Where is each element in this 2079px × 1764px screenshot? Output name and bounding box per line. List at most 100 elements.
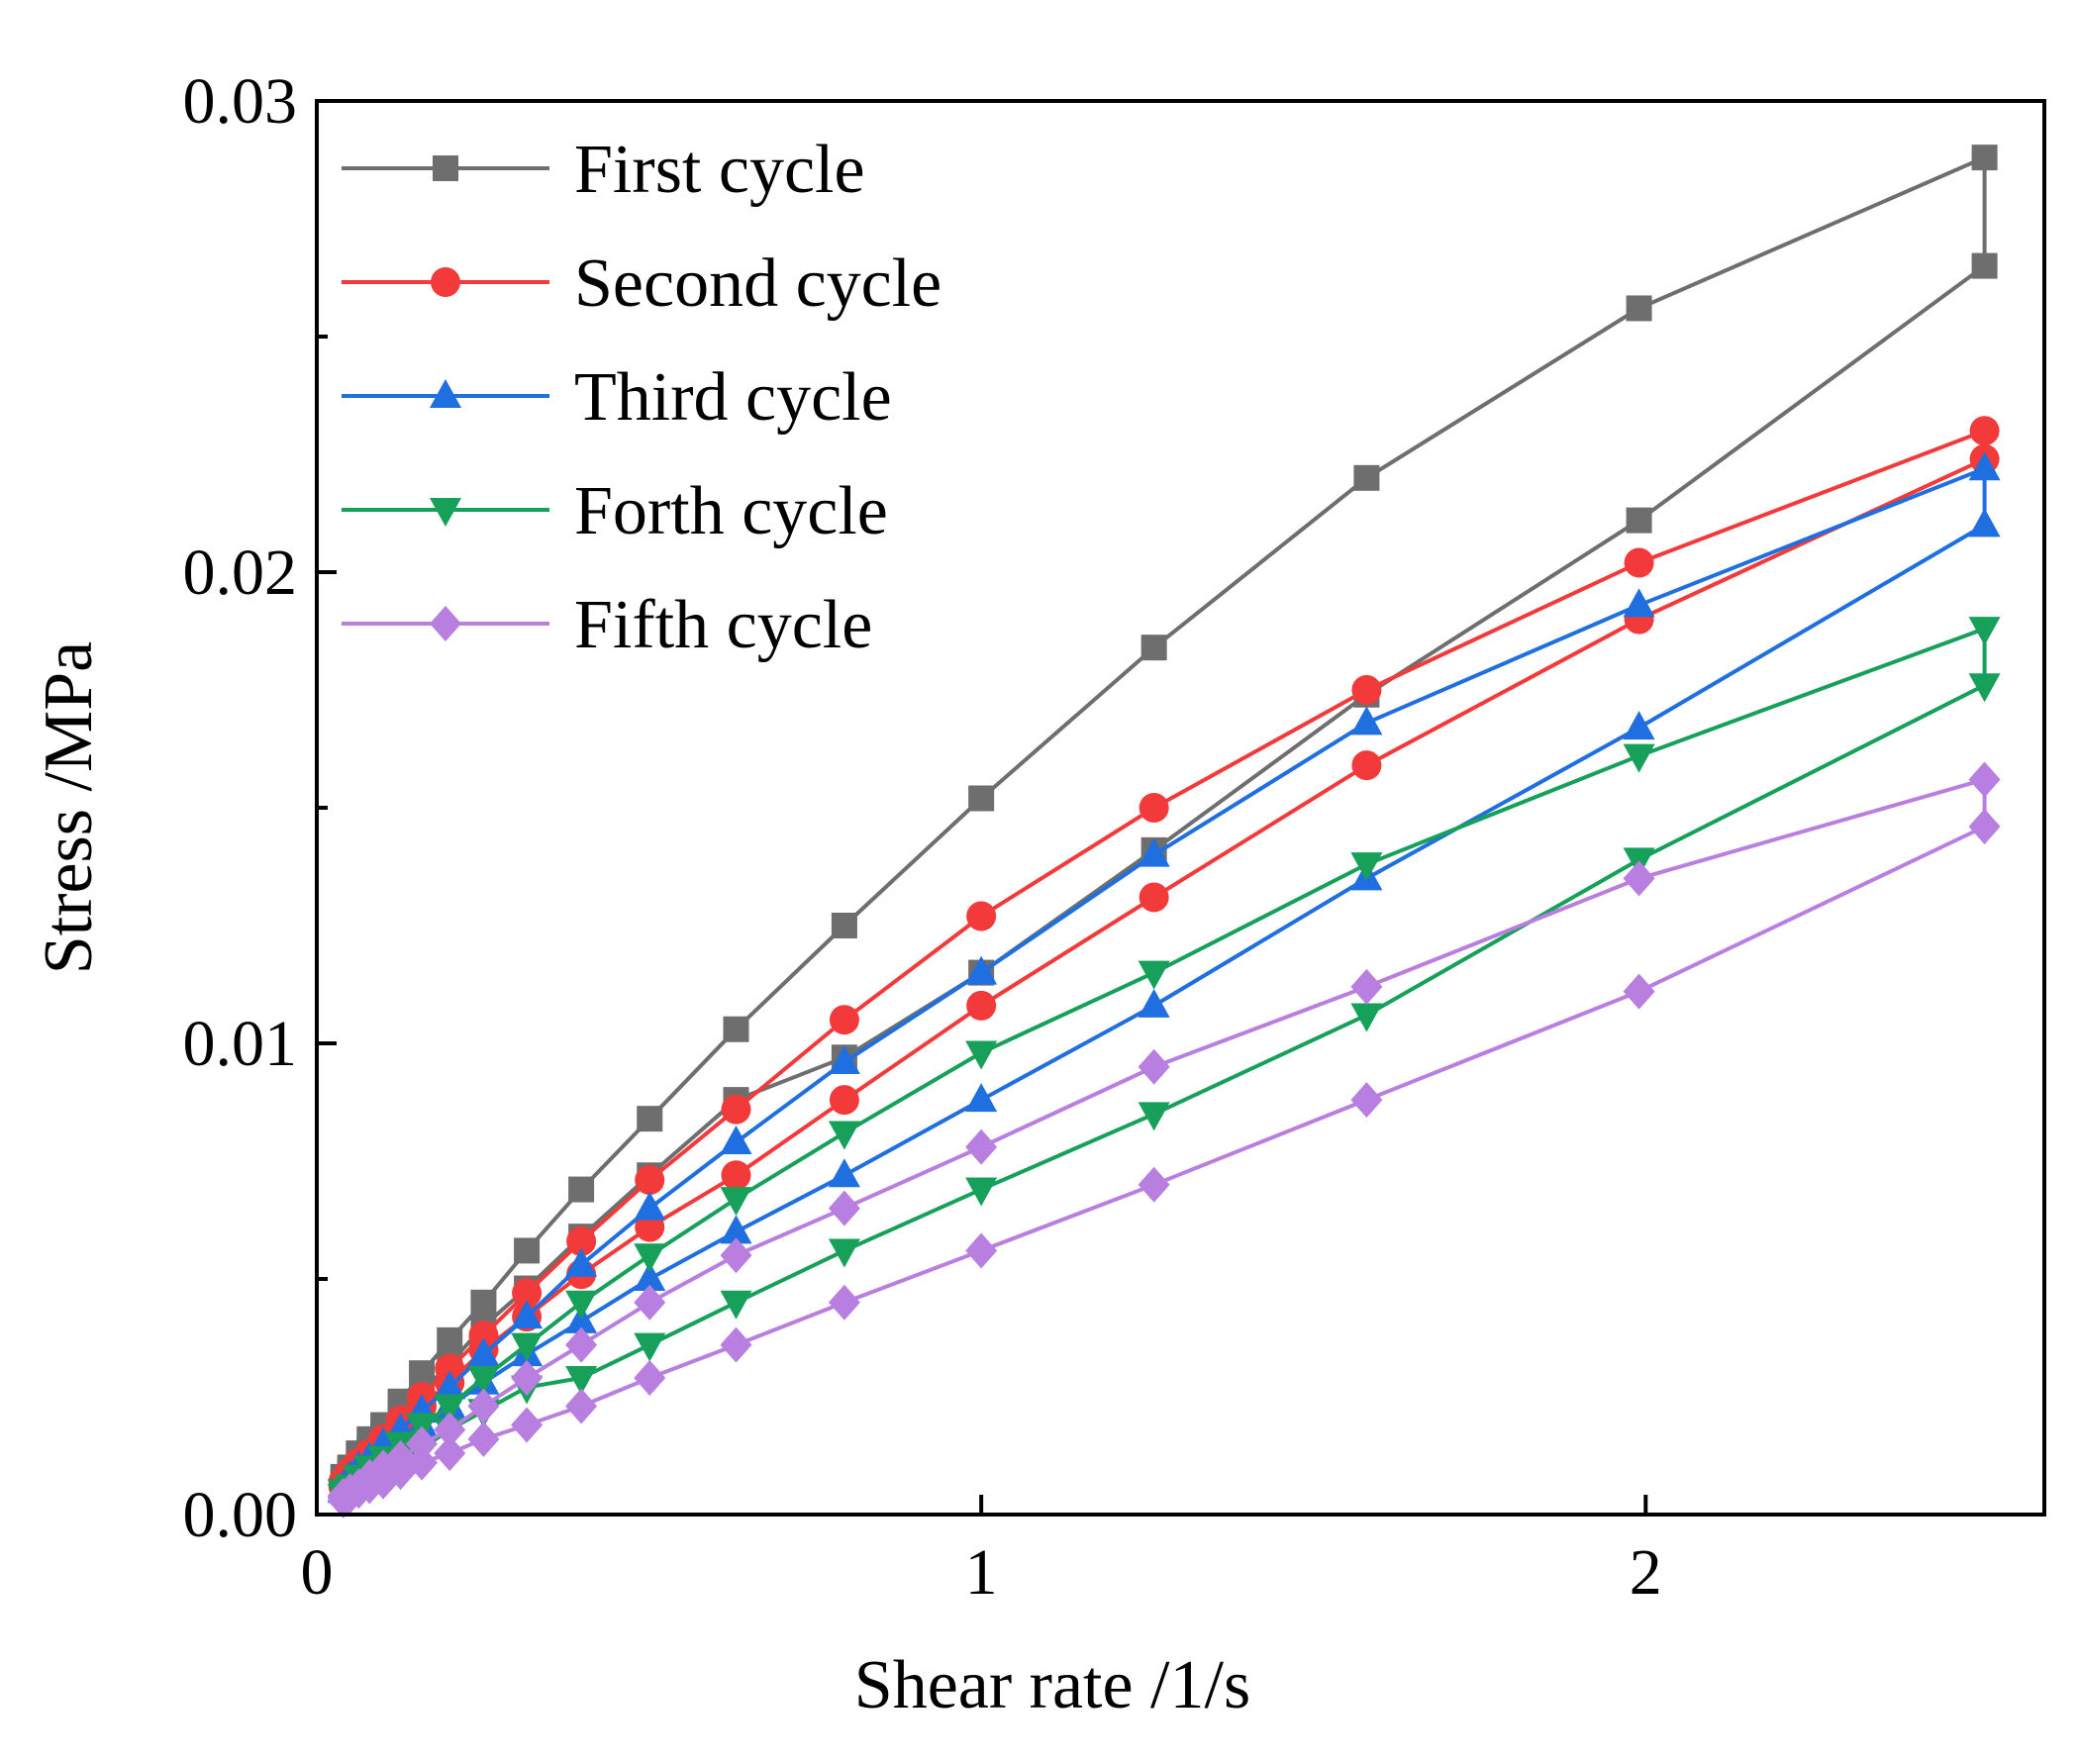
point-third-cycle-down bbox=[634, 1262, 666, 1291]
point-forth-cycle-up bbox=[965, 1040, 998, 1070]
point-forth-cycle-up bbox=[1350, 852, 1383, 882]
point-fifth-cycle-up bbox=[720, 1237, 752, 1274]
legend-item-third-cycle: Third cycle bbox=[342, 359, 892, 436]
point-fifth-cycle-up bbox=[1350, 968, 1383, 1005]
point-fifth-cycle-up bbox=[1138, 1048, 1170, 1085]
point-second-cycle-up bbox=[829, 1005, 859, 1035]
point-first-cycle-up bbox=[1971, 145, 1998, 171]
point-first-cycle-up bbox=[514, 1237, 541, 1264]
point-fifth-cycle-up bbox=[1623, 860, 1655, 897]
point-fifth-cycle-down bbox=[965, 1232, 998, 1269]
point-second-cycle-up bbox=[1351, 675, 1382, 705]
point-second-cycle-down bbox=[1138, 882, 1169, 913]
point-fifth-cycle-down bbox=[467, 1421, 500, 1457]
series-fifth-cycle bbox=[327, 761, 2001, 1519]
point-third-cycle-up bbox=[511, 1300, 544, 1329]
point-forth-cycle-up bbox=[828, 1121, 860, 1150]
point-forth-cycle-down bbox=[565, 1365, 598, 1395]
point-first-cycle-up bbox=[437, 1326, 463, 1353]
point-first-cycle-down bbox=[1626, 507, 1652, 534]
point-first-cycle-up bbox=[831, 913, 857, 938]
point-second-cycle-up bbox=[721, 1094, 751, 1125]
point-second-cycle-up bbox=[1624, 547, 1654, 578]
point-first-cycle-up bbox=[723, 1016, 749, 1042]
point-third-cycle-up bbox=[565, 1247, 598, 1277]
point-fifth-cycle-up bbox=[965, 1128, 998, 1165]
point-forth-cycle-down bbox=[720, 1290, 752, 1320]
point-forth-cycle-up bbox=[467, 1365, 500, 1395]
axis-ticks: 0 1 2 0.00 0.01 0.02 0.03 bbox=[183, 65, 1662, 1609]
legend-marker-first-cycle bbox=[433, 155, 458, 181]
legend-item-second-cycle: Second cycle bbox=[342, 245, 941, 322]
point-fifth-cycle-up bbox=[565, 1326, 598, 1363]
legend-marker-third-cycle bbox=[430, 379, 461, 408]
point-forth-cycle-up bbox=[511, 1332, 544, 1362]
point-second-cycle-up bbox=[1138, 793, 1169, 823]
point-second-cycle-up bbox=[966, 901, 997, 931]
point-forth-cycle-down bbox=[634, 1332, 666, 1362]
point-second-cycle-up bbox=[635, 1165, 665, 1196]
point-forth-cycle-down bbox=[1138, 1102, 1170, 1131]
point-third-cycle-up bbox=[1623, 588, 1655, 618]
legend-label-first-cycle: First cycle bbox=[574, 132, 865, 208]
point-fifth-cycle-down bbox=[434, 1435, 466, 1472]
point-fifth-cycle-down bbox=[1623, 973, 1655, 1010]
point-forth-cycle-down bbox=[828, 1238, 860, 1268]
point-fifth-cycle-up bbox=[1968, 761, 2001, 798]
point-second-cycle-up bbox=[512, 1278, 543, 1309]
point-fifth-cycle-up bbox=[511, 1359, 544, 1396]
y-tick-label: 0.01 bbox=[183, 1008, 298, 1080]
point-forth-cycle-up bbox=[565, 1290, 598, 1320]
point-forth-cycle-down bbox=[965, 1177, 998, 1207]
point-third-cycle-down bbox=[1623, 711, 1655, 740]
point-second-cycle-up bbox=[566, 1225, 597, 1256]
x-tick-label: 0 bbox=[301, 1536, 334, 1609]
legend-item-first-cycle: First cycle bbox=[342, 132, 865, 208]
point-first-cycle-up bbox=[637, 1106, 663, 1132]
point-third-cycle-down bbox=[828, 1158, 860, 1188]
point-fifth-cycle-up bbox=[828, 1190, 860, 1226]
point-fifth-cycle-down bbox=[828, 1284, 860, 1321]
point-third-cycle-down bbox=[1968, 508, 2001, 538]
point-third-cycle-down bbox=[965, 1083, 998, 1113]
point-fifth-cycle-down bbox=[511, 1407, 544, 1443]
point-fifth-cycle-down bbox=[1968, 809, 2001, 845]
point-forth-cycle-up bbox=[1138, 960, 1170, 990]
point-second-cycle-down bbox=[1351, 750, 1382, 781]
legend-marker-second-cycle bbox=[431, 267, 460, 297]
point-third-cycle-down bbox=[1138, 988, 1170, 1018]
point-fifth-cycle-up bbox=[467, 1388, 500, 1424]
point-first-cycle-up bbox=[1140, 635, 1167, 661]
x-axis-title: Shear rate /1/s bbox=[854, 1647, 1250, 1723]
legend-label-forth-cycle: Forth cycle bbox=[574, 473, 888, 549]
point-forth-cycle-down bbox=[1350, 1003, 1383, 1032]
point-second-cycle-down bbox=[966, 990, 997, 1021]
legend-label-third-cycle: Third cycle bbox=[574, 359, 892, 436]
point-second-cycle-up bbox=[1969, 416, 2000, 446]
point-third-cycle-up bbox=[1968, 451, 2001, 481]
point-third-cycle-up bbox=[965, 955, 998, 985]
point-second-cycle-down bbox=[829, 1085, 859, 1116]
point-fifth-cycle-down bbox=[634, 1359, 666, 1396]
legend-label-second-cycle: Second cycle bbox=[574, 245, 941, 322]
point-fifth-cycle-down bbox=[565, 1388, 598, 1424]
point-third-cycle-up bbox=[434, 1370, 466, 1400]
legend-item-forth-cycle: Forth cycle bbox=[342, 473, 888, 549]
point-first-cycle-up bbox=[568, 1176, 595, 1203]
point-first-cycle-up bbox=[1353, 464, 1380, 491]
point-forth-cycle-up bbox=[1623, 743, 1655, 773]
point-first-cycle-up bbox=[968, 785, 995, 812]
y-tick-label: 0.02 bbox=[183, 537, 298, 609]
point-third-cycle-down bbox=[720, 1215, 752, 1244]
point-forth-cycle-up bbox=[634, 1243, 666, 1273]
point-fifth-cycle-down bbox=[1350, 1082, 1383, 1119]
point-second-cycle-down bbox=[721, 1160, 751, 1191]
y-tick-label: 0.03 bbox=[183, 65, 298, 138]
legend-marker-fifth-cycle bbox=[430, 606, 461, 641]
point-fifth-cycle-down bbox=[406, 1444, 439, 1481]
legend-marker-forth-cycle bbox=[430, 498, 461, 527]
point-first-cycle-down bbox=[1971, 252, 1998, 279]
point-third-cycle-up bbox=[634, 1191, 666, 1221]
